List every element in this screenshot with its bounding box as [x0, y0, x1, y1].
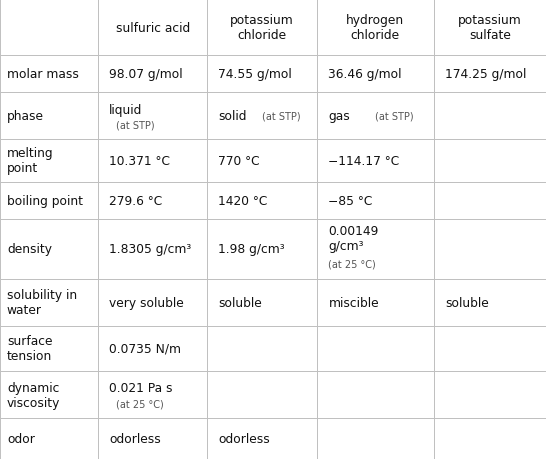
Bar	[207, 93, 317, 140]
Bar	[434, 326, 546, 371]
Bar	[98, 93, 207, 140]
Bar	[0, 56, 98, 93]
Bar	[207, 219, 317, 279]
Bar	[317, 219, 434, 279]
Text: hydrogen
chloride: hydrogen chloride	[346, 14, 405, 42]
Text: (at STP): (at STP)	[262, 112, 301, 121]
Text: soluble: soluble	[218, 296, 262, 309]
Bar	[317, 279, 434, 326]
Bar	[434, 219, 546, 279]
Text: sulfuric acid: sulfuric acid	[116, 22, 190, 34]
Text: 279.6 °C: 279.6 °C	[109, 194, 163, 207]
Bar	[98, 0, 207, 56]
Bar	[98, 182, 207, 219]
Text: solubility in
water: solubility in water	[7, 289, 77, 317]
Text: 10.371 °C: 10.371 °C	[109, 155, 170, 168]
Text: 0.021 Pa s: 0.021 Pa s	[109, 381, 173, 395]
Text: 0.0735 N/m: 0.0735 N/m	[109, 342, 181, 355]
Text: 1420 °C: 1420 °C	[218, 194, 268, 207]
Text: molar mass: molar mass	[7, 68, 79, 81]
Bar	[207, 326, 317, 371]
Text: soluble: soluble	[446, 296, 489, 309]
Bar	[0, 140, 98, 182]
Bar	[0, 371, 98, 418]
Text: −114.17 °C: −114.17 °C	[329, 155, 400, 168]
Text: melting
point: melting point	[7, 147, 54, 175]
Bar	[434, 140, 546, 182]
Text: 36.46 g/mol: 36.46 g/mol	[329, 68, 402, 81]
Text: boiling point: boiling point	[7, 194, 83, 207]
Bar	[317, 371, 434, 418]
Text: phase: phase	[7, 110, 44, 123]
Text: (at STP): (at STP)	[116, 120, 155, 130]
Bar	[98, 279, 207, 326]
Text: gas: gas	[329, 110, 350, 123]
Text: 174.25 g/mol: 174.25 g/mol	[446, 68, 527, 81]
Bar	[434, 56, 546, 93]
Text: very soluble: very soluble	[109, 296, 184, 309]
Text: 770 °C: 770 °C	[218, 155, 260, 168]
Bar	[317, 326, 434, 371]
Text: potassium
chloride: potassium chloride	[230, 14, 294, 42]
Bar	[317, 182, 434, 219]
Text: (at 25 °C): (at 25 °C)	[116, 398, 163, 408]
Bar	[207, 418, 317, 459]
Text: dynamic
viscosity: dynamic viscosity	[7, 381, 60, 409]
Text: (at STP): (at STP)	[376, 112, 414, 121]
Bar	[98, 219, 207, 279]
Bar	[98, 326, 207, 371]
Bar	[317, 140, 434, 182]
Bar	[434, 93, 546, 140]
Bar	[434, 418, 546, 459]
Text: miscible: miscible	[329, 296, 379, 309]
Text: liquid: liquid	[109, 103, 143, 116]
Bar	[0, 219, 98, 279]
Bar	[207, 56, 317, 93]
Bar	[317, 418, 434, 459]
Bar	[0, 418, 98, 459]
Bar	[0, 279, 98, 326]
Bar	[0, 182, 98, 219]
Text: 1.98 g/cm³: 1.98 g/cm³	[218, 243, 285, 256]
Text: density: density	[7, 243, 52, 256]
Bar	[98, 418, 207, 459]
Bar	[207, 182, 317, 219]
Text: 1.8305 g/cm³: 1.8305 g/cm³	[109, 243, 192, 256]
Bar	[98, 371, 207, 418]
Bar	[0, 0, 98, 56]
Bar	[434, 371, 546, 418]
Text: surface
tension: surface tension	[7, 335, 52, 363]
Bar	[434, 182, 546, 219]
Bar	[207, 140, 317, 182]
Bar	[207, 279, 317, 326]
Text: odorless: odorless	[109, 432, 161, 445]
Text: −85 °C: −85 °C	[329, 194, 373, 207]
Text: 98.07 g/mol: 98.07 g/mol	[109, 68, 183, 81]
Bar	[98, 56, 207, 93]
Text: solid: solid	[218, 110, 247, 123]
Bar	[207, 371, 317, 418]
Bar	[98, 140, 207, 182]
Text: (at 25 °C): (at 25 °C)	[329, 259, 376, 269]
Bar	[434, 279, 546, 326]
Text: 0.00149
g/cm³: 0.00149 g/cm³	[329, 224, 379, 252]
Text: odorless: odorless	[218, 432, 270, 445]
Bar	[317, 0, 434, 56]
Bar	[207, 0, 317, 56]
Text: 74.55 g/mol: 74.55 g/mol	[218, 68, 292, 81]
Text: odor: odor	[7, 432, 35, 445]
Bar	[317, 56, 434, 93]
Bar	[0, 93, 98, 140]
Bar	[434, 0, 546, 56]
Bar	[317, 93, 434, 140]
Text: potassium
sulfate: potassium sulfate	[458, 14, 522, 42]
Bar	[0, 326, 98, 371]
